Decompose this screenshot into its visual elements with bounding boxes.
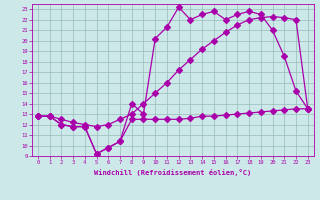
X-axis label: Windchill (Refroidissement éolien,°C): Windchill (Refroidissement éolien,°C) xyxy=(94,169,252,176)
